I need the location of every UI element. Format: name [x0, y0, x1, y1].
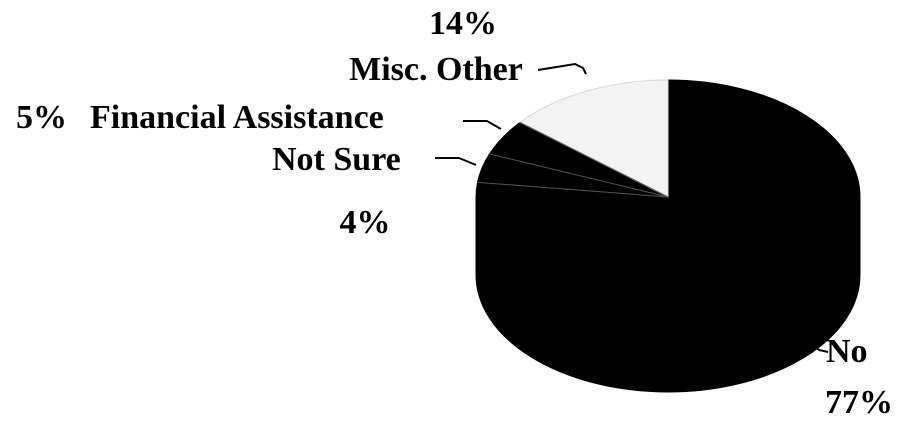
label-no: No	[826, 333, 868, 370]
pie-slice-misc-other	[519, 79, 669, 198]
leader-line-misc-other	[537, 62, 587, 75]
leader-line-not-sure	[435, 157, 477, 166]
pie-top	[475, 79, 861, 315]
label-misc-other-percent: 14%	[429, 5, 497, 42]
leader-line-financial-assistance	[463, 120, 502, 130]
pie-slice-separator	[489, 153, 669, 198]
label-financial-assistance-percent: 5%	[16, 99, 67, 136]
pie-slice-separator	[519, 121, 669, 198]
pie-slice-no	[475, 79, 861, 315]
label-not-sure-percent: 4%	[340, 204, 391, 241]
label-financial-assistance: Financial Assistance	[90, 99, 384, 136]
leader-line-no	[805, 338, 829, 353]
label-not-sure: Not Sure	[272, 141, 401, 178]
label-misc-other: Misc. Other	[349, 51, 523, 88]
pie-slice-separator	[477, 181, 669, 198]
label-no-percent: 77%	[825, 384, 893, 421]
